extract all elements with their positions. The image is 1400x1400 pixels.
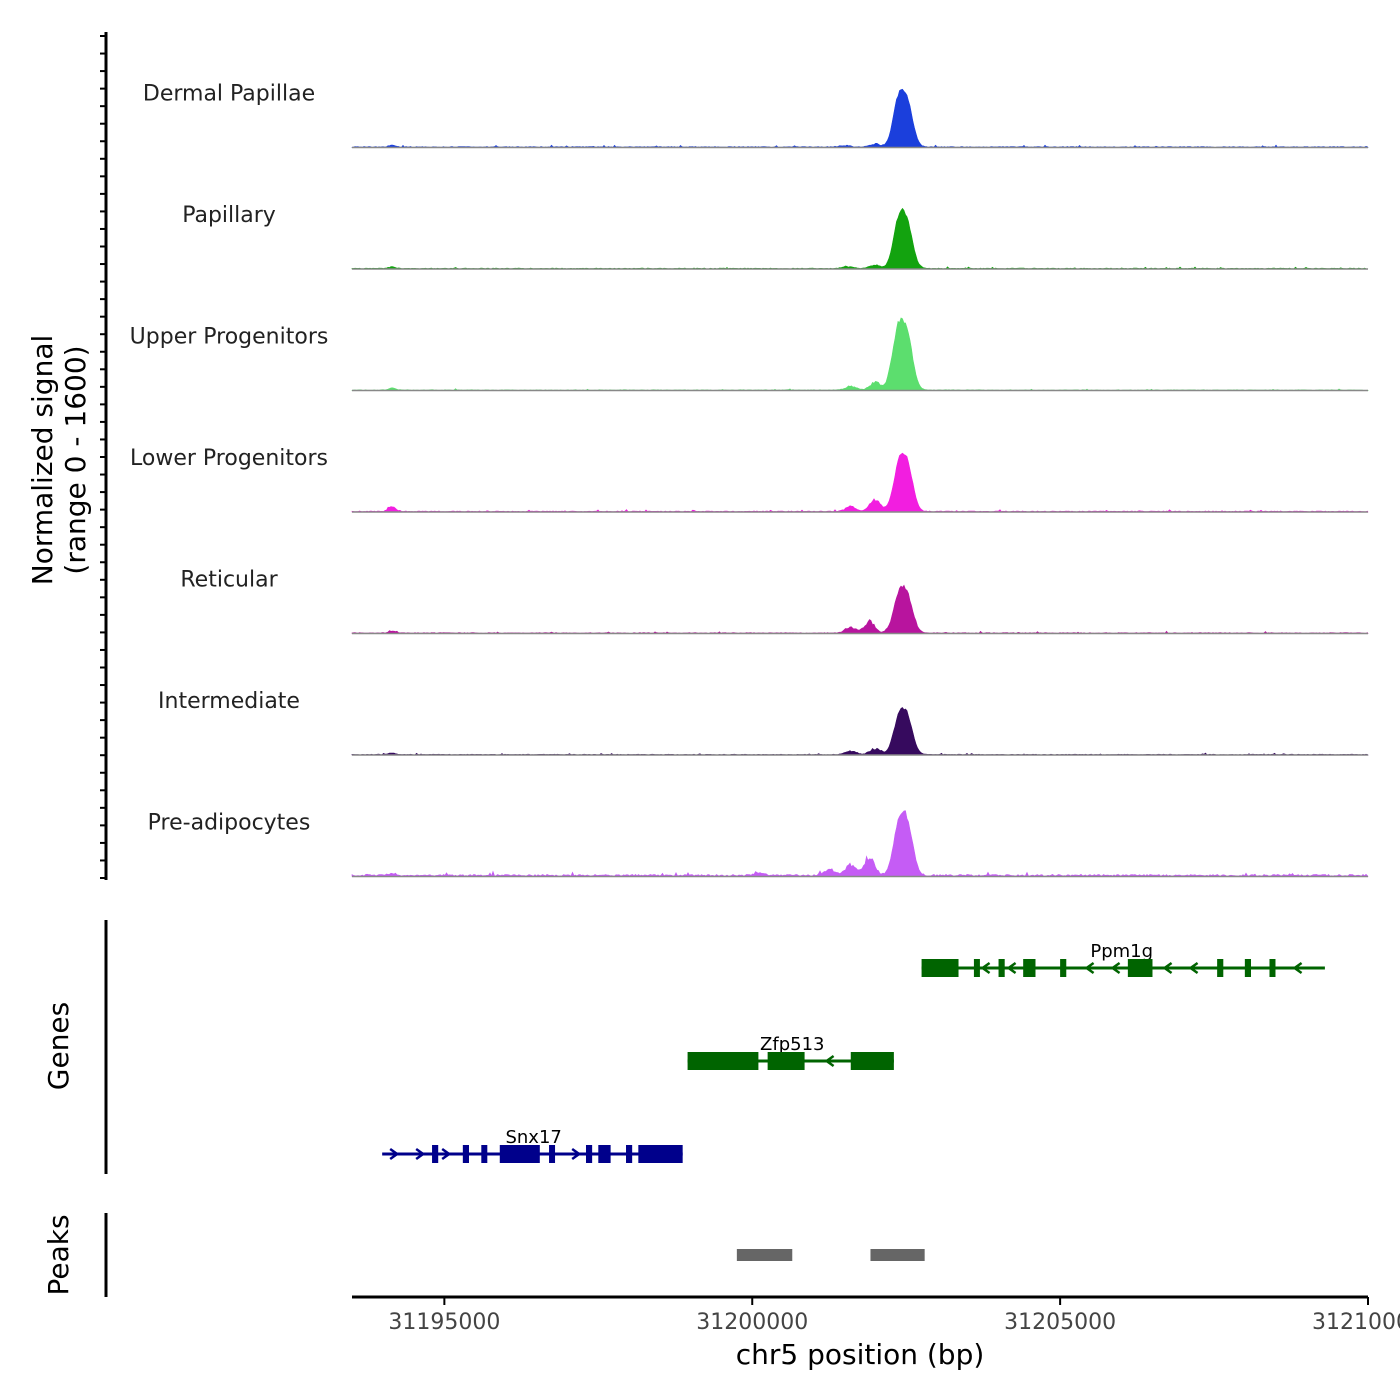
gene-exon <box>687 1052 759 1070</box>
gene-exon <box>1060 959 1067 977</box>
signal-track: Pre-adipocytes <box>148 810 1369 878</box>
x-tick-label: 31205000 <box>1004 1310 1116 1335</box>
x-tick-label: 31210000 <box>1312 1310 1400 1335</box>
strand-chevron <box>1006 961 1017 975</box>
gene-exon <box>432 1145 439 1163</box>
gene-exon <box>481 1145 488 1163</box>
gene-exon <box>921 959 959 977</box>
gene-exon <box>1269 959 1276 977</box>
strand-chevron <box>1188 961 1199 975</box>
strand-chevron <box>571 1147 582 1161</box>
strand-chevron <box>415 1147 426 1161</box>
peak-regions <box>736 1249 925 1261</box>
track-label: Pre-adipocytes <box>148 811 311 836</box>
signal-y-axis <box>100 32 108 880</box>
x-axis-label: chr5 position (bp) <box>736 1338 985 1371</box>
gene-exon <box>998 959 1005 977</box>
peaks-panel-label: Peaks <box>42 1214 75 1295</box>
gene-exon <box>973 959 980 977</box>
gene-exon <box>767 1052 805 1070</box>
x-tick-label: 31200000 <box>696 1310 808 1335</box>
peak-region <box>736 1249 793 1261</box>
strand-chevron <box>980 961 991 975</box>
strand-chevron <box>1110 961 1121 975</box>
gene-exon <box>638 1145 683 1163</box>
gene-label: Ppm1g <box>1090 941 1153 962</box>
strand-chevron <box>1292 961 1303 975</box>
gene-model: Zfp513 <box>687 1034 894 1070</box>
gene-label: Snx17 <box>505 1127 561 1148</box>
gene-exon <box>850 1052 894 1070</box>
y-axis-range-label: (range 0 - 1600) <box>59 345 92 574</box>
signal-area <box>351 707 1369 756</box>
signal-tracks: Dermal Papillae Papillary Upper Progenitor… <box>130 82 1370 878</box>
gene-exon <box>1217 959 1224 977</box>
strand-chevron <box>1084 961 1095 975</box>
gene-exon <box>1127 959 1153 977</box>
genes-panel-label: Genes <box>42 1002 75 1090</box>
signal-track: Dermal Papillae <box>143 82 1369 149</box>
track-label: Reticular <box>180 568 278 593</box>
strand-chevron <box>389 1147 400 1161</box>
gene-exon <box>585 1145 593 1163</box>
gene-exon <box>549 1145 556 1163</box>
strand-chevron <box>1162 961 1173 975</box>
gene-model: Ppm1g <box>921 941 1325 977</box>
gene-exon <box>598 1145 611 1163</box>
track-label: Dermal Papillae <box>143 82 315 107</box>
signal-area <box>351 810 1369 877</box>
x-tick-label: 31195000 <box>388 1310 500 1335</box>
gene-label: Zfp513 <box>760 1034 824 1055</box>
signal-area <box>351 317 1370 391</box>
gene-exon <box>1244 959 1252 977</box>
gene-annotations: Ppm1g Zfp513 Snx17 <box>382 941 1325 1163</box>
signal-area <box>351 452 1369 513</box>
y-axis-label: Normalized signal <box>26 335 59 586</box>
peak-region <box>870 1249 925 1261</box>
signal-track: Intermediate <box>158 689 1369 756</box>
x-axis: 31195000 31200000 31205000 31210000 <box>352 1295 1400 1335</box>
signal-area <box>351 88 1369 148</box>
track-label: Papillary <box>182 203 276 228</box>
track-label: Lower Progenitors <box>130 446 328 471</box>
strand-chevron <box>441 1147 452 1161</box>
signal-area <box>351 207 1369 270</box>
signal-track: Papillary <box>182 203 1369 270</box>
gene-exon <box>626 1145 633 1163</box>
gene-exon <box>1023 959 1036 977</box>
gene-exon <box>462 1145 469 1163</box>
gene-exon <box>499 1145 540 1163</box>
signal-area <box>351 584 1369 634</box>
track-label: Intermediate <box>158 689 300 714</box>
signal-track: Lower Progenitors <box>130 446 1369 513</box>
strand-chevron <box>824 1054 835 1068</box>
signal-track: Upper Progenitors <box>130 317 1370 392</box>
gene-model: Snx17 <box>382 1127 683 1163</box>
track-label: Upper Progenitors <box>130 325 329 350</box>
signal-track: Reticular <box>180 568 1369 635</box>
